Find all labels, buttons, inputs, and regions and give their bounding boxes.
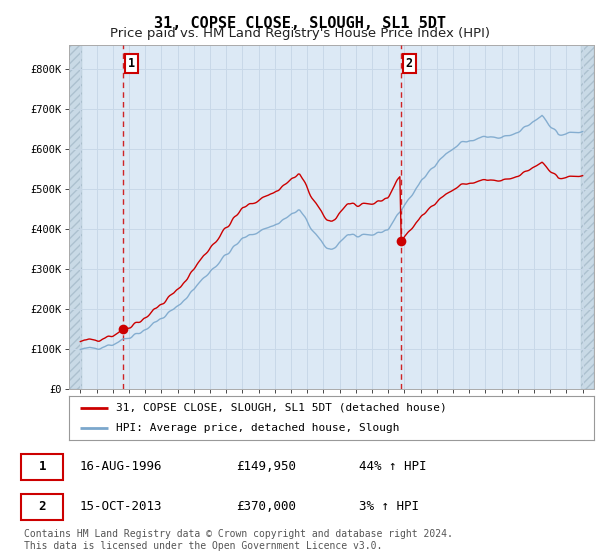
Bar bbox=[69, 45, 82, 389]
Text: 2: 2 bbox=[38, 501, 46, 514]
FancyBboxPatch shape bbox=[21, 494, 63, 520]
FancyBboxPatch shape bbox=[21, 454, 63, 480]
Text: 44% ↑ HPI: 44% ↑ HPI bbox=[359, 460, 426, 473]
Text: Price paid vs. HM Land Registry's House Price Index (HPI): Price paid vs. HM Land Registry's House … bbox=[110, 27, 490, 40]
Text: 31, COPSE CLOSE, SLOUGH, SL1 5DT (detached house): 31, COPSE CLOSE, SLOUGH, SL1 5DT (detach… bbox=[116, 403, 447, 413]
Bar bbox=[581, 45, 594, 389]
Text: £149,950: £149,950 bbox=[236, 460, 296, 473]
Text: 1: 1 bbox=[128, 57, 135, 70]
Text: 2: 2 bbox=[406, 57, 413, 70]
Text: 16-AUG-1996: 16-AUG-1996 bbox=[80, 460, 162, 473]
Text: HPI: Average price, detached house, Slough: HPI: Average price, detached house, Slou… bbox=[116, 423, 400, 433]
Text: Contains HM Land Registry data © Crown copyright and database right 2024.
This d: Contains HM Land Registry data © Crown c… bbox=[24, 529, 453, 551]
Text: 1: 1 bbox=[38, 460, 46, 473]
Text: 31, COPSE CLOSE, SLOUGH, SL1 5DT: 31, COPSE CLOSE, SLOUGH, SL1 5DT bbox=[154, 16, 446, 31]
Text: 15-OCT-2013: 15-OCT-2013 bbox=[80, 501, 162, 514]
Text: 3% ↑ HPI: 3% ↑ HPI bbox=[359, 501, 419, 514]
Text: £370,000: £370,000 bbox=[236, 501, 296, 514]
